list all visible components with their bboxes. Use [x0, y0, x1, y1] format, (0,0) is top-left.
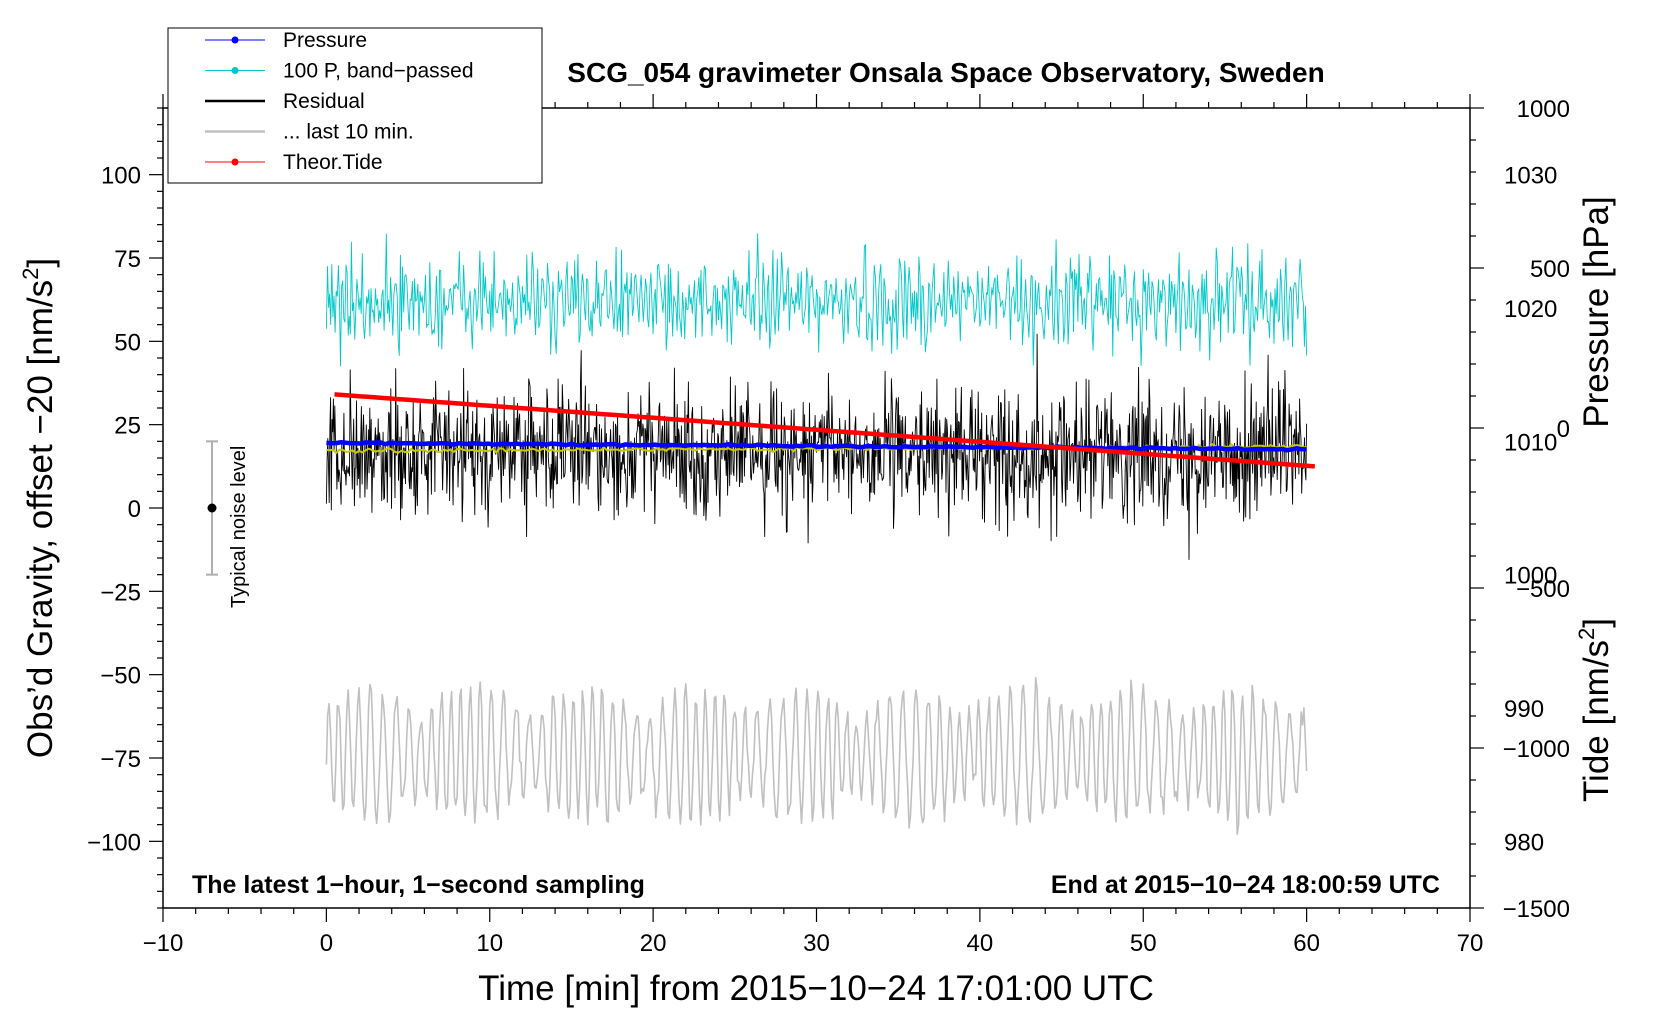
legend-box: [167, 27, 543, 184]
tide-tick-label: 1000: [1517, 96, 1570, 123]
annotation-end-time: End at 2015−10−24 18:00:59 UTC: [1051, 871, 1440, 899]
pressure-tick-label: 990: [1504, 696, 1544, 723]
series-pressure: [326, 439, 1307, 453]
x-tick-label: 20: [640, 930, 667, 957]
x-tick-label: 50: [1130, 930, 1157, 957]
tide-tick-label: −500: [1516, 576, 1570, 603]
left-axis-title: Obs’d Gravity, offset −20 [nm/s2]: [18, 258, 60, 758]
pressure-tick-label: 1020: [1504, 296, 1557, 323]
x-tick-label: 10: [476, 930, 503, 957]
tide-tick-label: −1500: [1503, 896, 1570, 923]
tide-axis-title-sup: 2: [1574, 628, 1599, 640]
tide-tick-label: 500: [1530, 256, 1570, 283]
x-tick-label: 0: [320, 930, 333, 957]
tide-axis-title-end: ]: [1577, 618, 1616, 628]
series-layer: [325, 233, 1315, 835]
x-tick-label: 60: [1293, 930, 1320, 957]
legend-marker: [231, 67, 239, 74]
tide-axis-ticks: −1500 −1000 −500 0 500 1000: [1470, 96, 1570, 923]
pressure-tick-label: 1000: [1504, 563, 1557, 590]
x-tick-label: 40: [967, 930, 994, 957]
tide-tick-label: 0: [1557, 416, 1570, 443]
legend-label: Pressure: [283, 29, 367, 52]
legend-marker: [231, 158, 239, 166]
left-tick-label: 0: [128, 496, 141, 523]
noise-level-indicator: [206, 440, 219, 576]
pressure-axis-ticks: 980 990 1000 1010 1020 1030: [1504, 163, 1557, 857]
tide-axis-title-text: Tide [nm/s: [1577, 640, 1616, 802]
left-tick-label: 100: [101, 163, 141, 190]
legend-label: Residual: [283, 90, 365, 113]
tide-tick-label: −1000: [1503, 736, 1570, 763]
left-tick-label: 75: [114, 246, 141, 273]
plot-frame: [162, 107, 1471, 909]
left-tick-label: −50: [100, 663, 141, 690]
x-axis-title: Time [min] from 2015−10−24 17:01:00 UTC: [478, 969, 1154, 1008]
legend: Pressure 100 P, band−passed Residual ... la…: [167, 27, 543, 184]
noise-bar-center-dot: [207, 503, 217, 513]
left-tick-label: −100: [87, 829, 141, 856]
legend-marker: [231, 36, 239, 44]
tide-axis-title: Tide [nm/s2]: [1574, 618, 1616, 802]
legend-label: 100 P, band−passed: [283, 60, 474, 83]
series-band-passed-pressure: [325, 233, 1308, 367]
left-tick-label: 25: [114, 413, 141, 440]
pressure-tick-label: 980: [1504, 829, 1544, 856]
annotation-sampling: The latest 1−hour, 1−second sampling: [192, 871, 645, 899]
pressure-tick-label: 1010: [1504, 429, 1557, 456]
series-theoretical-tide: [334, 392, 1315, 469]
left-tick-label: −25: [100, 579, 141, 606]
left-axis-title-text: Obs’d Gravity, offset −20 [nm/s: [21, 280, 60, 758]
chart-title: SCG_054 gravimeter Onsala Space Observat…: [567, 57, 1324, 88]
left-tick-label: 50: [114, 329, 141, 356]
x-tick-label: 70: [1457, 930, 1484, 957]
x-axis-ticks: −10 0 10 20 30 40 50 60 70: [143, 94, 1484, 957]
x-tick-label: −10: [143, 930, 184, 957]
noise-level-label: Typical noise level: [228, 446, 250, 608]
pressure-axis-title: Pressure [hPa]: [1577, 196, 1616, 428]
series-residual: [325, 333, 1308, 560]
series-last-10-min: [325, 676, 1308, 835]
legend-label: Theor.Tide: [283, 151, 383, 174]
left-axis-ticks: −100 −75 −50 −25 0 25 50 75 100: [87, 107, 163, 909]
left-axis-title-end: ]: [21, 258, 60, 268]
legend-label: ... last 10 min.: [283, 121, 414, 144]
left-tick-label: −75: [100, 746, 141, 773]
x-tick-label: 30: [803, 930, 830, 957]
left-axis-title-sup: 2: [18, 268, 43, 280]
pressure-tick-label: 1030: [1504, 163, 1557, 190]
